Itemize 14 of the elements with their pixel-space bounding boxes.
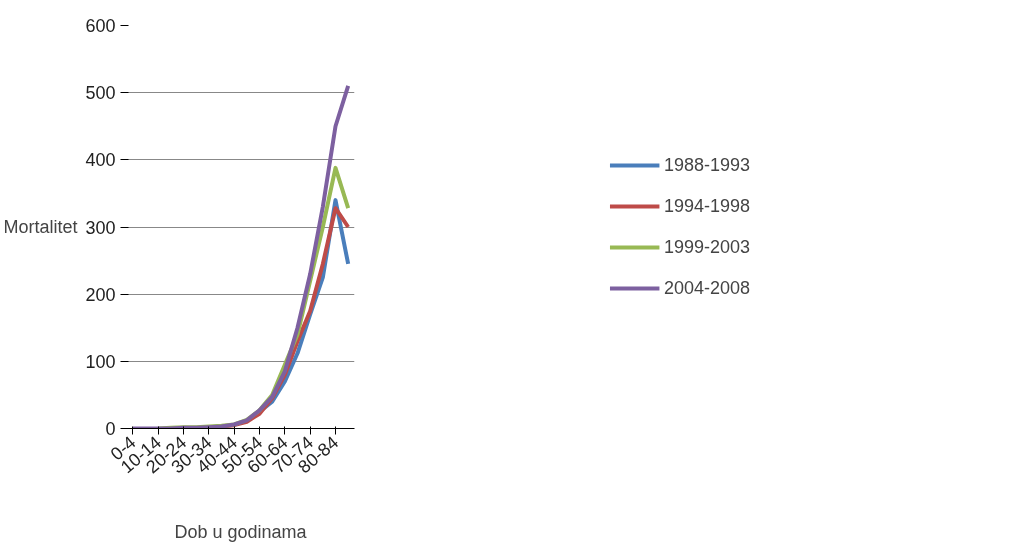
- y-axis-title: Mortalitet: [3, 217, 78, 237]
- x-axis-title: Dob u godinama: [174, 522, 308, 543]
- legend-label: 2004-2008: [663, 277, 751, 299]
- y-tick-label: 300: [85, 217, 116, 238]
- y-tick-label: 200: [85, 284, 116, 305]
- legend-label: 1988-1993: [663, 154, 751, 176]
- y-tick-label: 400: [85, 150, 116, 171]
- legend-label: 1994-1998: [663, 195, 751, 217]
- y-tick-label: 0: [105, 419, 116, 439]
- legend-label: 1999-2003: [663, 236, 751, 258]
- y-tick-label: 600: [85, 16, 116, 36]
- y-tick-label: 100: [85, 351, 116, 372]
- line-series: [130, 83, 351, 429]
- y-tick-label: 500: [85, 83, 116, 104]
